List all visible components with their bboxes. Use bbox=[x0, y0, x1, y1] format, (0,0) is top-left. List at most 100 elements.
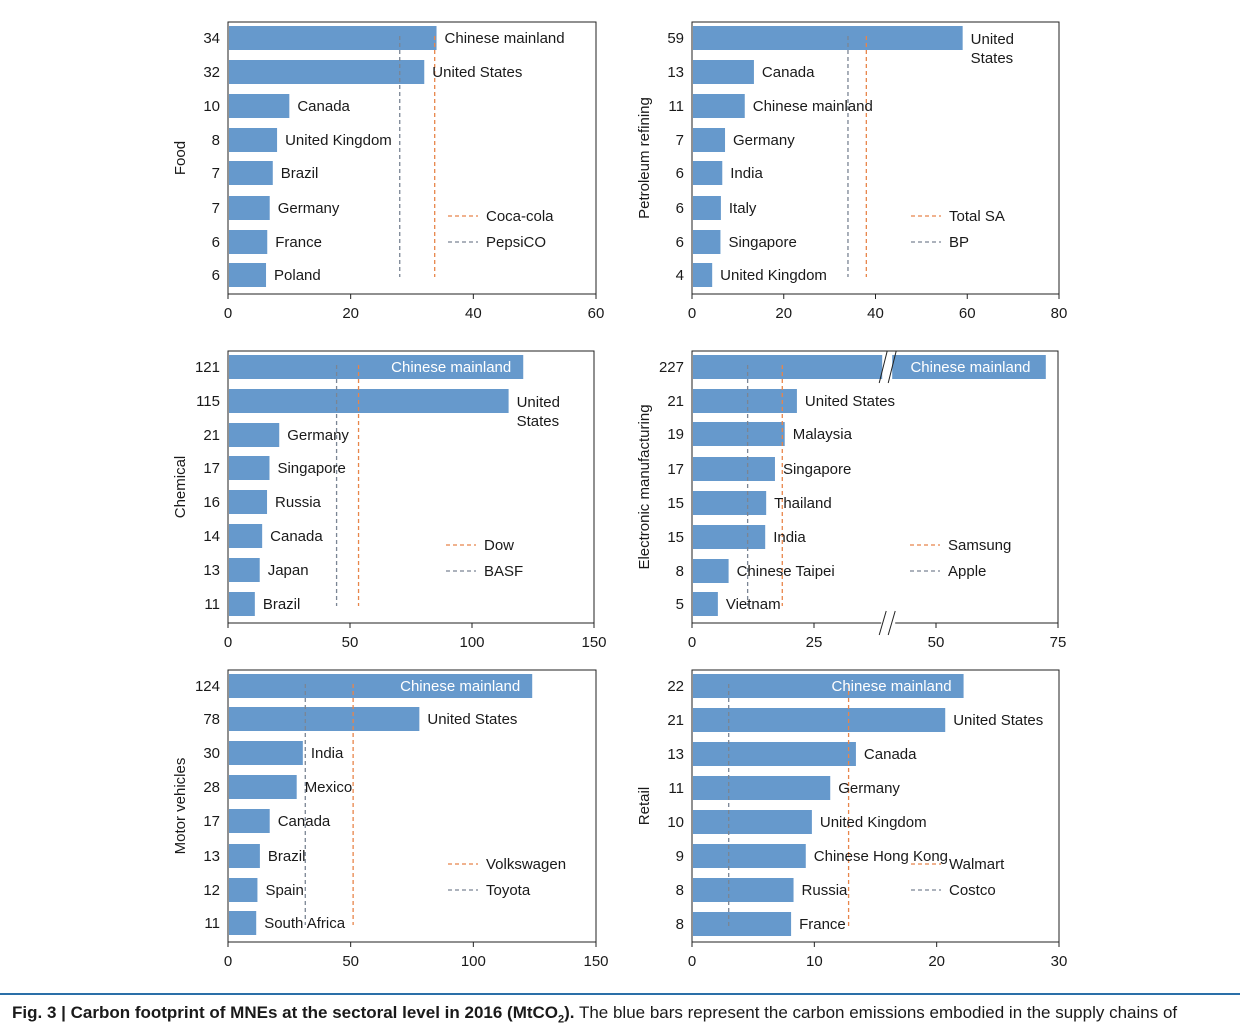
sector-axis-title: Chemical bbox=[172, 456, 189, 519]
category-label: Chinese mainland bbox=[753, 98, 873, 115]
category-label: Germany bbox=[733, 132, 795, 149]
x-tick-label: 100 bbox=[461, 953, 486, 970]
bar bbox=[693, 525, 766, 549]
category-label: States bbox=[517, 413, 560, 430]
category-label: Japan bbox=[268, 562, 309, 579]
caption-figure-label: Fig. 3 | bbox=[12, 1003, 66, 1022]
bar bbox=[229, 878, 258, 902]
value-label: 17 bbox=[667, 461, 684, 478]
category-label: Canada bbox=[297, 98, 350, 115]
bar bbox=[229, 423, 280, 447]
bar bbox=[693, 196, 721, 220]
caption-title-subscript: 2 bbox=[558, 1013, 565, 1026]
category-label: Chinese mainland bbox=[832, 678, 952, 695]
bar bbox=[693, 422, 785, 446]
category-label: United bbox=[971, 31, 1014, 48]
value-label: 15 bbox=[667, 529, 684, 546]
chart-panel-electronic-manufacturing: 0 25 50 75 227 21 19 17 15 15 8 5 Chinese mainland Un… bbox=[636, 350, 1066, 651]
legend-label: Apple bbox=[948, 563, 986, 580]
legend-label: Toyota bbox=[486, 882, 531, 899]
bar bbox=[229, 389, 509, 413]
bar bbox=[229, 741, 303, 765]
bar bbox=[229, 196, 270, 220]
value-label: 22 bbox=[667, 678, 684, 695]
value-label: 124 bbox=[195, 678, 220, 695]
category-label: Brazil bbox=[268, 848, 306, 865]
value-label: 13 bbox=[203, 562, 220, 579]
sector-axis-title: Petroleum refining bbox=[636, 97, 653, 219]
category-label: Singapore bbox=[728, 234, 796, 251]
category-label: Chinese mainland bbox=[400, 678, 520, 695]
value-label: 121 bbox=[195, 359, 220, 376]
value-label: 8 bbox=[676, 916, 684, 933]
category-label: Poland bbox=[274, 267, 321, 284]
x-tick-label: 40 bbox=[867, 305, 884, 322]
legend-label: Coca-cola bbox=[486, 208, 554, 225]
value-label: 11 bbox=[204, 596, 220, 613]
category-label: Canada bbox=[762, 64, 815, 81]
bar bbox=[693, 60, 754, 84]
value-label: 30 bbox=[203, 745, 220, 762]
value-label: 16 bbox=[203, 494, 220, 511]
bar bbox=[693, 592, 718, 616]
value-label: 8 bbox=[676, 563, 684, 580]
category-label: United States bbox=[953, 712, 1043, 729]
bar bbox=[229, 524, 263, 548]
plot-frame bbox=[227, 669, 597, 943]
category-label: South Africa bbox=[264, 915, 346, 932]
plot-frame bbox=[691, 350, 1059, 624]
category-label: Chinese mainland bbox=[391, 359, 511, 376]
category-label: Russia bbox=[275, 494, 322, 511]
value-label: 11 bbox=[668, 780, 684, 797]
chart-panel-food: 0 20 40 60 34 32 10 8 7 7 6 6 Chinese mainland United… bbox=[172, 21, 605, 322]
bar bbox=[229, 456, 270, 480]
value-label: 14 bbox=[203, 528, 220, 545]
bar bbox=[693, 708, 946, 732]
value-label: 21 bbox=[203, 427, 220, 444]
x-tick-label: 60 bbox=[588, 305, 605, 322]
value-label: 15 bbox=[667, 495, 684, 512]
bar bbox=[229, 263, 267, 287]
legend-label: Costco bbox=[949, 882, 996, 899]
category-label: United Kingdom bbox=[285, 132, 392, 149]
category-label: France bbox=[275, 234, 322, 251]
x-tick-label: 0 bbox=[224, 305, 232, 322]
category-label: Singapore bbox=[277, 460, 345, 477]
category-label: States bbox=[971, 50, 1014, 67]
value-label: 7 bbox=[212, 165, 220, 182]
value-label: 6 bbox=[676, 234, 684, 251]
category-label: Vietnam bbox=[726, 596, 781, 613]
bar-break-mark bbox=[887, 350, 897, 384]
category-label: United States bbox=[432, 64, 522, 81]
value-label: 7 bbox=[676, 132, 684, 149]
legend-label: Samsung bbox=[948, 537, 1011, 554]
chart-panel-petroleum-refining: 0 20 40 60 80 59 13 11 7 6 6 6 4 United States Canada Ch… bbox=[636, 21, 1067, 322]
x-tick-label: 150 bbox=[583, 953, 608, 970]
value-label: 13 bbox=[203, 848, 220, 865]
bar bbox=[693, 457, 775, 481]
value-label: 28 bbox=[203, 779, 220, 796]
bar bbox=[229, 490, 268, 514]
bar bbox=[693, 559, 729, 583]
bar bbox=[229, 911, 257, 935]
x-tick-label: 0 bbox=[688, 305, 696, 322]
category-label: Canada bbox=[864, 746, 917, 763]
value-label: 11 bbox=[204, 915, 220, 932]
bar bbox=[693, 810, 812, 834]
bar bbox=[693, 355, 1046, 379]
value-label: 32 bbox=[203, 64, 220, 81]
bar bbox=[229, 26, 437, 50]
bar bbox=[229, 161, 273, 185]
bar bbox=[693, 878, 794, 902]
chart-panel-chemical: 0 50 100 150 121 115 21 17 16 14 13 11 Chinese mainl… bbox=[172, 350, 607, 651]
category-label: Canada bbox=[278, 813, 331, 830]
x-tick-label: 0 bbox=[688, 634, 696, 651]
category-label: India bbox=[311, 745, 344, 762]
x-tick-label: 100 bbox=[459, 634, 484, 651]
bar bbox=[693, 491, 767, 515]
category-label: Singapore bbox=[783, 461, 851, 478]
value-label: 8 bbox=[676, 882, 684, 899]
bar bbox=[693, 844, 806, 868]
category-label: Germany bbox=[278, 200, 340, 217]
